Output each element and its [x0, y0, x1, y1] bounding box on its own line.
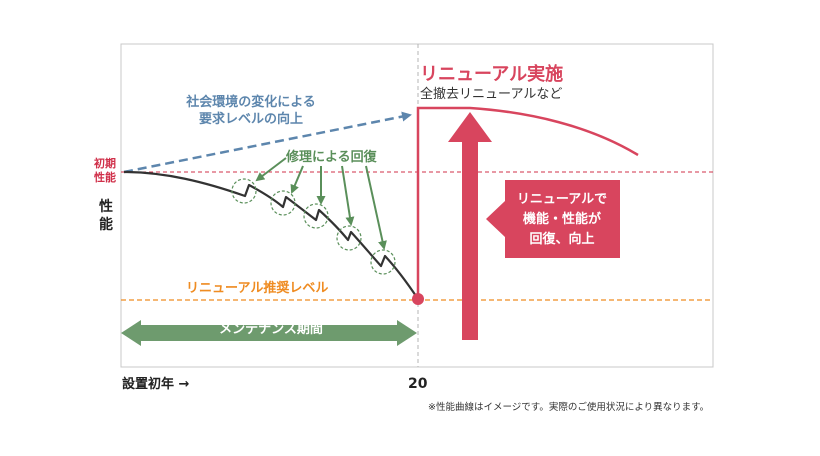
renewal-callout-text: リニューアルで 機能・性能が 回復、向上	[516, 192, 608, 247]
performance-curve	[123, 170, 419, 300]
repair-recovery-label: 修理による回復	[286, 150, 377, 165]
recommended-level-label: リニューアル推奨レベル	[186, 281, 329, 296]
renewal-title: リニューアル実施	[420, 64, 564, 85]
social-change-label: 社会環境の変化による 要求レベルの向上	[186, 95, 316, 127]
footnote: ※性能曲線はイメージです。実際のご使用状況により異なります。	[428, 402, 710, 413]
repair-point-1	[231, 178, 257, 204]
maintenance-period-label: メンテナンス期間	[219, 322, 323, 337]
repair-point-4	[336, 225, 362, 251]
y-axis-label: 性能	[99, 199, 113, 233]
x-axis-start-label: 設置初年 →	[122, 377, 190, 392]
repair-point-5	[370, 249, 396, 275]
renewal-curve	[416, 106, 639, 299]
requirement-arrow	[123, 111, 412, 174]
renewal-callout-shape	[486, 180, 620, 258]
renewal-subtitle: 全撤去リニューアルなど	[420, 87, 563, 102]
renewal-up-arrow	[448, 112, 492, 340]
repair-point-3	[303, 203, 329, 229]
repair-point-2	[270, 190, 296, 216]
initial-performance-label: 初期 性能	[94, 157, 116, 184]
maintenance-period-arrow	[121, 320, 417, 346]
x-axis-year-20: 20	[408, 376, 428, 392]
plot-frame	[120, 43, 714, 368]
repair-arrows	[255, 157, 387, 250]
